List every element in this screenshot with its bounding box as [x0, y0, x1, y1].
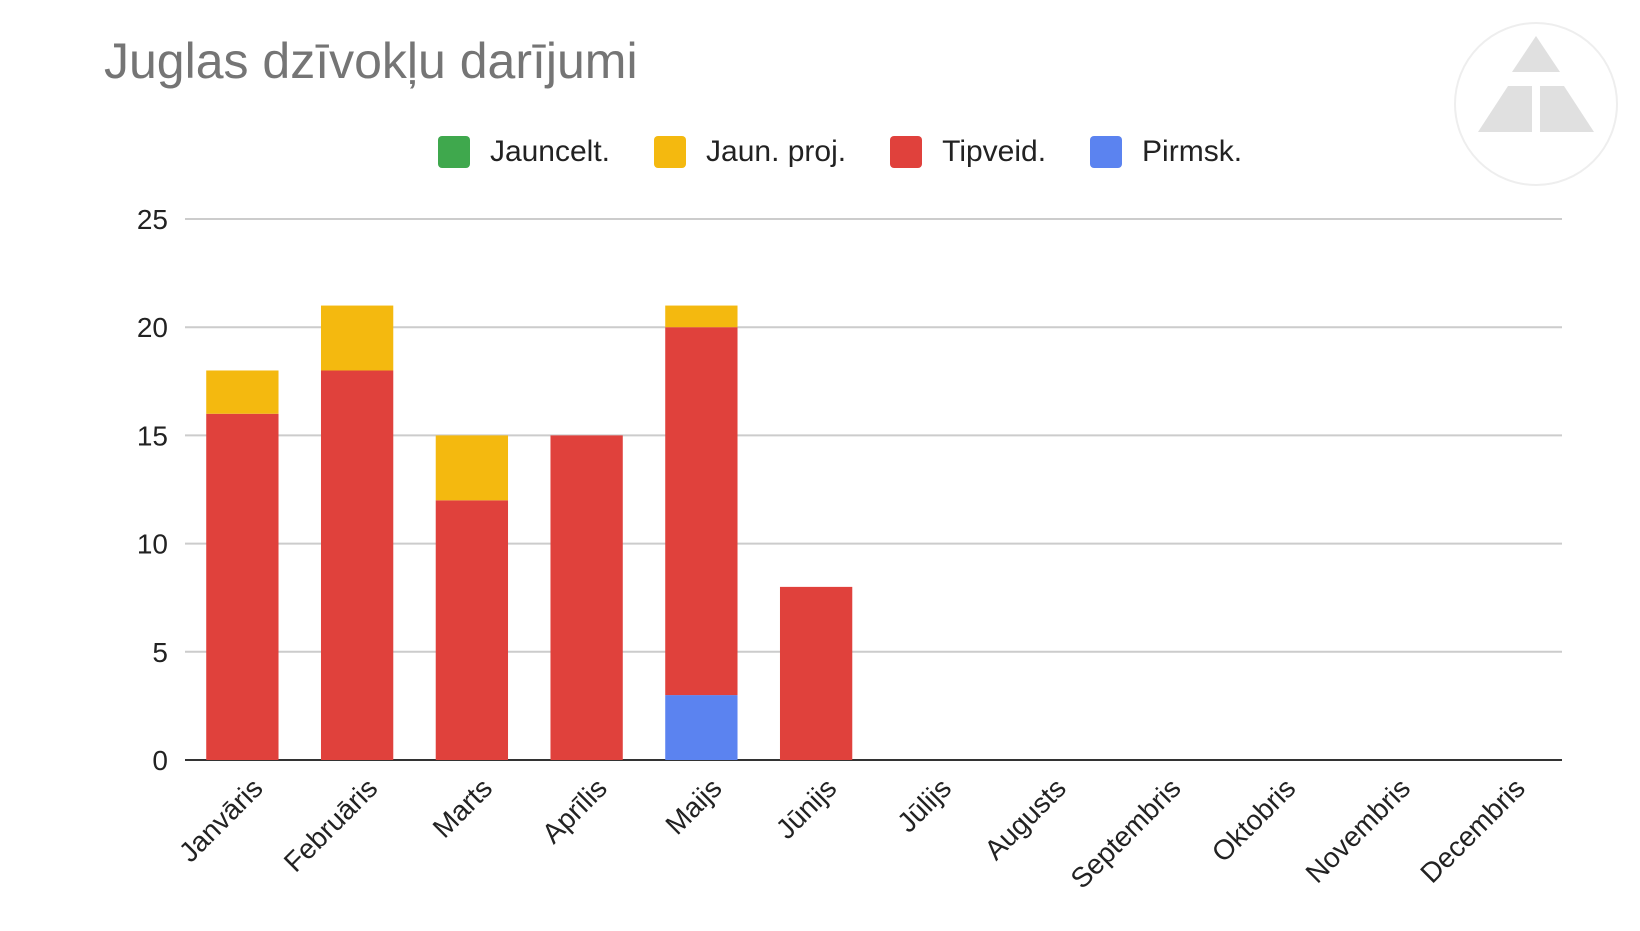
x-tick-label: Septembris	[1065, 772, 1187, 894]
x-tick-label: Maijs	[659, 772, 727, 840]
x-tick-label: Augusts	[978, 772, 1071, 865]
bar-segment	[435, 500, 509, 760]
x-tick-label: Februāris	[278, 772, 384, 878]
x-tick-label: Oktobris	[1206, 772, 1302, 868]
legend-item: Jauncelt.	[437, 135, 611, 169]
legend-swatch	[654, 136, 687, 168]
y-tick-label: 20	[137, 312, 168, 343]
x-tick-label: Jūnijs	[770, 772, 843, 845]
bar-segment	[206, 413, 279, 760]
x-tick-label: Janvāris	[173, 772, 269, 868]
legend-label: Pirmsk.	[1142, 135, 1243, 168]
bar-segment	[665, 305, 738, 328]
bar-segment	[206, 370, 279, 414]
legend-item: Jaun. proj.	[654, 135, 846, 169]
x-tick-label: Decembris	[1414, 772, 1531, 889]
x-tick-label: Marts	[427, 772, 498, 843]
bar-segment	[320, 305, 394, 371]
x-tick-label: Novembris	[1300, 772, 1417, 889]
y-tick-label: 5	[152, 637, 168, 668]
y-tick-label: 0	[152, 745, 168, 776]
x-tick-label: Jūlijs	[891, 772, 957, 838]
bar-segment	[665, 327, 738, 696]
chart-title: Juglas dzīvokļu darījumi	[104, 33, 638, 89]
legend-swatch	[1090, 136, 1123, 168]
legend-item: Pirmsk.	[1090, 135, 1242, 169]
legend-item: Tipveid.	[890, 135, 1046, 169]
triangle-logo-icon	[1452, 20, 1620, 188]
legend-label: Jaun. proj.	[706, 135, 847, 168]
legend-swatch	[890, 136, 923, 168]
x-tick-label: Aprīlis	[536, 772, 613, 849]
legend-label: Jauncelt.	[489, 135, 611, 168]
y-tick-label: 25	[137, 204, 168, 235]
y-tick-label: 15	[137, 420, 168, 451]
legend-swatch	[437, 136, 470, 168]
bar-segment	[320, 370, 394, 760]
bar-segment	[779, 586, 853, 760]
y-tick-label: 10	[137, 529, 168, 560]
legend-label: Tipveid.	[942, 135, 1047, 168]
chart-legend: Jauncelt. Jaun. proj. Tipveid. Pirmsk.	[0, 130, 1640, 174]
bar-segment	[550, 435, 623, 760]
bar-segment	[435, 435, 509, 501]
bar-segment	[665, 695, 738, 760]
